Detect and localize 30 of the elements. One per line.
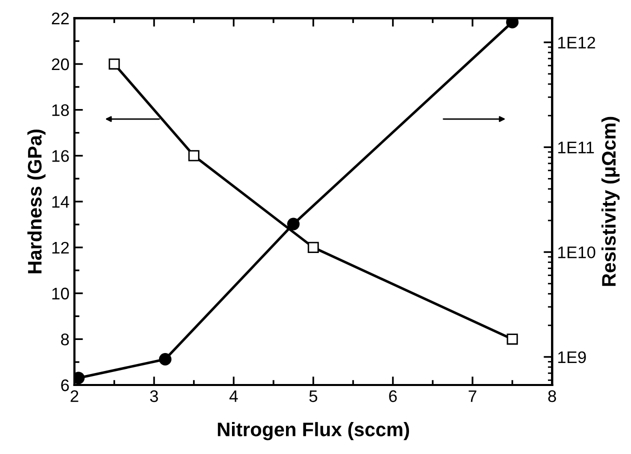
x-tick-label: 3 (150, 390, 158, 402)
y-tick-label: 14 (52, 196, 70, 208)
x-tick-label: 5 (309, 390, 318, 402)
point (506, 334, 518, 345)
x-tick-label: 4 (229, 390, 238, 402)
x-tick-label: 6 (389, 390, 397, 402)
y-tick-label: 16 (52, 150, 69, 162)
y2-axis-title: Resistivity (μΩcm) (601, 116, 620, 286)
point (287, 218, 300, 230)
x-tick-label: 8 (548, 390, 556, 402)
y2-tick-label: 1E10 (558, 246, 596, 258)
x-tick-label: 7 (468, 390, 476, 402)
y-tick-label: 8 (61, 334, 69, 346)
point (158, 353, 172, 366)
y2-tick-label: 1E11 (558, 142, 594, 154)
point (188, 150, 200, 162)
x-axis-title: Nitrogen Flux (sccm) (218, 422, 410, 440)
y2-tick-label: 1E12 (558, 36, 596, 48)
y-axis-title: Hardness (GPa) (27, 130, 46, 274)
y-tick-label: 18 (52, 104, 69, 116)
y-tick-label: 12 (52, 242, 69, 254)
x-tick-label: 2 (70, 390, 78, 402)
point (108, 58, 120, 70)
point (506, 18, 519, 28)
y-tick-label: 6 (61, 379, 69, 392)
point (308, 242, 319, 253)
y-tick-label: 20 (52, 58, 69, 70)
y2-tick-label: 1E9 (558, 351, 586, 364)
y-tick-label: 22 (52, 12, 69, 24)
y-tick-label: 10 (52, 288, 69, 300)
